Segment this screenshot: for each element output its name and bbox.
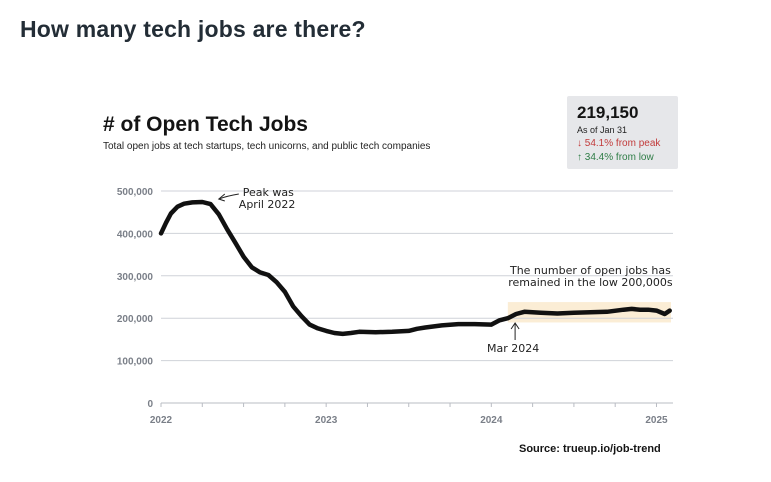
mar-arrow-head [510,322,520,330]
annotation-peak-line-2: April 2022 [239,198,296,211]
x-tick-label: 2022 [150,415,173,426]
stat-from-peak: ↓ 54.1% from peak [577,138,661,149]
y-tick-label: 500,000 [117,187,154,198]
y-tick-label: 400,000 [117,229,154,240]
peak-arrow [218,193,239,200]
annotation-peak-line-1: Peak was [243,186,294,199]
annotation-low-line-2: remained in the low 200,000s [508,276,673,289]
stat-from-low: ↑ 34.4% from low [577,152,654,163]
stat-value: 219,150 [577,103,639,122]
stat-as-of: As of Jan 31 [577,125,628,135]
chart-subtitle: Total open jobs at tech startups, tech u… [103,141,431,152]
y-tick-label: 100,000 [117,357,154,368]
x-tick-label: 2024 [480,415,503,426]
series-line [158,199,672,337]
y-tick-label: 0 [147,399,153,410]
x-tick-label: 2025 [645,415,668,426]
annotation-low-line-1: The number of open jobs has [509,264,671,277]
y-tick-label: 200,000 [117,314,154,325]
peak-arrow-head [217,193,226,202]
source-label: Source: trueup.io/job-trend [519,443,661,455]
page-heading: How many tech jobs are there? [20,16,366,42]
annotation-mar-2024: Mar 2024 [487,342,539,355]
stat-card: 219,150 As of Jan 31 ↓ 54.1% from peak ↑… [567,96,678,169]
x-tick-label: 2023 [315,415,338,426]
chart-title: # of Open Tech Jobs [103,113,308,136]
y-tick-label: 300,000 [117,272,154,283]
